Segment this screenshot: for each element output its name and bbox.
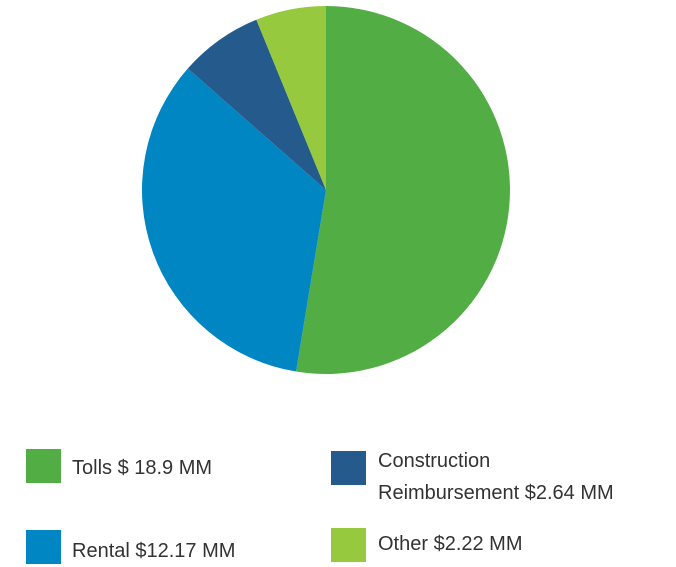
legend-swatch xyxy=(331,451,366,485)
legend-swatch xyxy=(331,528,366,562)
pie-slice xyxy=(256,6,326,190)
pie-slice xyxy=(187,19,326,191)
pie-chart xyxy=(142,5,511,375)
legend-label: Construction Reimbursement $2.64 MM xyxy=(378,450,614,504)
legend-label: Tolls $ 18.9 MM xyxy=(72,457,213,479)
legend-label: Rental $12.17 MM xyxy=(72,540,236,562)
legend-swatch xyxy=(26,449,61,483)
legend-label: Other $2.22 MM xyxy=(378,533,523,555)
pie-slice xyxy=(142,68,326,372)
pie-slice xyxy=(296,5,511,375)
legend-swatch xyxy=(26,530,61,564)
